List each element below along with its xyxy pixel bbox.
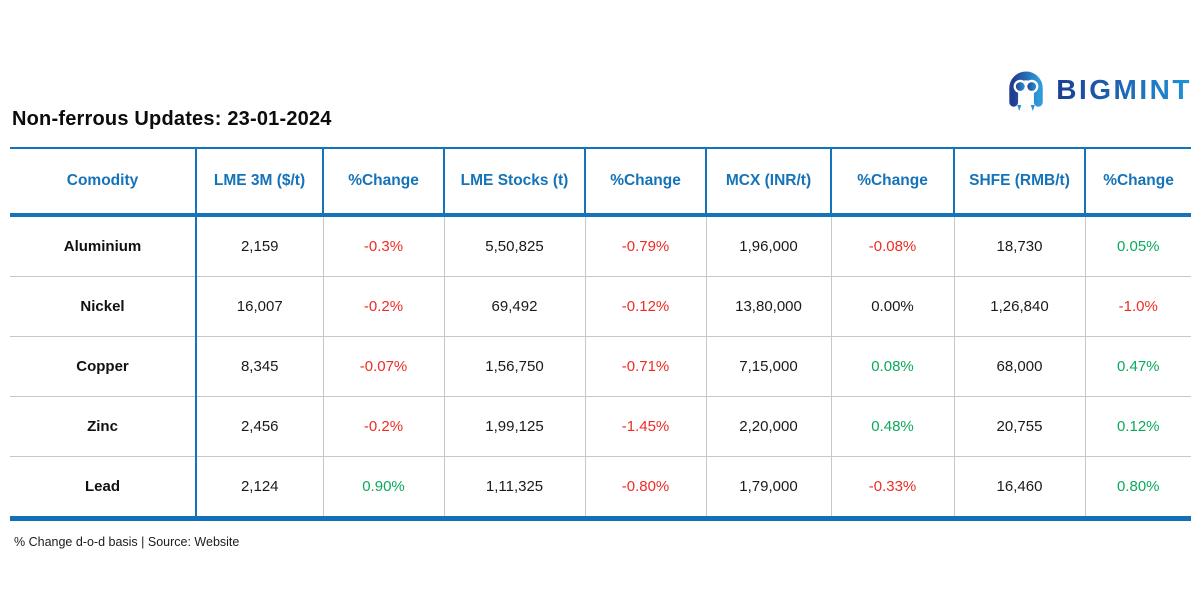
shfe-value: 18,730 xyxy=(953,215,1085,277)
commodity-name: Aluminium xyxy=(63,238,142,255)
lme-3m-change: 0.90% xyxy=(322,456,444,519)
col-header-mcx: MCX (INR/t) xyxy=(705,148,831,217)
mcx-change: 0.00% xyxy=(830,276,954,337)
mcx-change: -0.08% xyxy=(830,215,954,277)
shfe-value: 68,000 xyxy=(953,336,1085,397)
brand-name: BIGMINT xyxy=(1056,74,1192,105)
col-header-shfe: SHFE (RMB/t) xyxy=(953,148,1085,217)
col-header-commodity: Comodity xyxy=(10,148,196,217)
lme-stocks-value: 1,99,125 xyxy=(443,396,585,457)
mcx-value: 2,20,000 xyxy=(705,396,831,457)
col-header-stocks-change: %Change xyxy=(584,148,706,217)
commodity-name: Lead xyxy=(10,456,196,519)
mcx-value: 7,15,000 xyxy=(705,336,831,397)
lme-3m-value: 2,159 xyxy=(195,215,323,277)
col-header-shfe-change: %Change xyxy=(1084,148,1191,217)
bigmint-logo-icon xyxy=(1009,71,1044,112)
table-row-copper: Copper 8,345 -0.07% 1,56,750 -0.71% 7,15… xyxy=(10,336,1191,397)
lme-stocks-change: -0.79% xyxy=(584,215,706,277)
lme-stocks-value: 69,492 xyxy=(443,276,585,337)
lme-3m-value: 16,007 xyxy=(195,276,323,337)
source-footnote: % Change d-o-d basis | Source: Website xyxy=(14,535,240,549)
shfe-change: 0.12% xyxy=(1084,396,1191,457)
col-header-mcx-change: %Change xyxy=(830,148,954,217)
header-row: Comodity LME 3M ($/t) %Change LME Stocks… xyxy=(10,148,1191,217)
mcx-change: -0.33% xyxy=(830,456,954,519)
table-row-zinc: Zinc 2,456 -0.2% 1,99,125 -1.45% 2,20,00… xyxy=(10,396,1191,457)
commodity-name: Zinc xyxy=(10,396,196,457)
table-row-aluminium: Aluminium 2,159 -0.3% 5,50,825 -0.79% 1,… xyxy=(10,215,1191,277)
lme-3m-value: 2,124 xyxy=(195,456,323,519)
commodity-table-container: Comodity LME 3M ($/t) %Change LME Stocks… xyxy=(10,147,1191,521)
shfe-change: -1.0% xyxy=(1084,276,1191,337)
commodity-name: Copper xyxy=(10,336,196,397)
shfe-value: 16,460 xyxy=(953,456,1085,519)
lme-3m-change: -0.2% xyxy=(322,276,444,337)
brand-logo: BIGMINT xyxy=(1003,68,1192,112)
shfe-change: 0.05% xyxy=(1084,215,1191,277)
lme-stocks-value: 1,11,325 xyxy=(443,456,585,519)
shfe-change: 0.80% xyxy=(1084,456,1191,519)
lme-3m-change: -0.3% xyxy=(322,215,444,277)
commodity-name: Nickel xyxy=(10,276,196,337)
commodity-price-table: Comodity LME 3M ($/t) %Change LME Stocks… xyxy=(10,147,1191,521)
shfe-value: 20,755 xyxy=(953,396,1085,457)
col-header-lme-3m: LME 3M ($/t) xyxy=(195,148,323,217)
mcx-change: 0.48% xyxy=(830,396,954,457)
mcx-value: 13,80,000 xyxy=(705,276,831,337)
lme-stocks-value: 5,50,825 xyxy=(443,215,585,277)
table-row-lead: Lead 2,124 0.90% 1,11,325 -0.80% 1,79,00… xyxy=(10,456,1191,519)
lme-stocks-change: -0.71% xyxy=(584,336,706,397)
col-header-lme-stocks: LME Stocks (t) xyxy=(443,148,585,217)
lme-stocks-change: -0.12% xyxy=(584,276,706,337)
page-title: Non-ferrous Updates: 23-01-2024 xyxy=(12,108,332,130)
col-header-lme-change: %Change xyxy=(322,148,444,217)
lme-stocks-change: -1.45% xyxy=(584,396,706,457)
shfe-value: 1,26,840 xyxy=(953,276,1085,337)
lme-3m-value: 2,456 xyxy=(195,396,323,457)
lme-3m-change: -0.07% xyxy=(322,336,444,397)
mcx-value: 1,79,000 xyxy=(705,456,831,519)
lme-stocks-change: -0.80% xyxy=(584,456,706,519)
lme-3m-value: 8,345 xyxy=(195,336,323,397)
mcx-change: 0.08% xyxy=(830,336,954,397)
table-row-nickel: Nickel 16,007 -0.2% 69,492 -0.12% 13,80,… xyxy=(10,276,1191,337)
lme-3m-change: -0.2% xyxy=(322,396,444,457)
lme-stocks-value: 1,56,750 xyxy=(443,336,585,397)
mcx-value: 1,96,000 xyxy=(705,215,831,277)
shfe-change: 0.47% xyxy=(1084,336,1191,397)
